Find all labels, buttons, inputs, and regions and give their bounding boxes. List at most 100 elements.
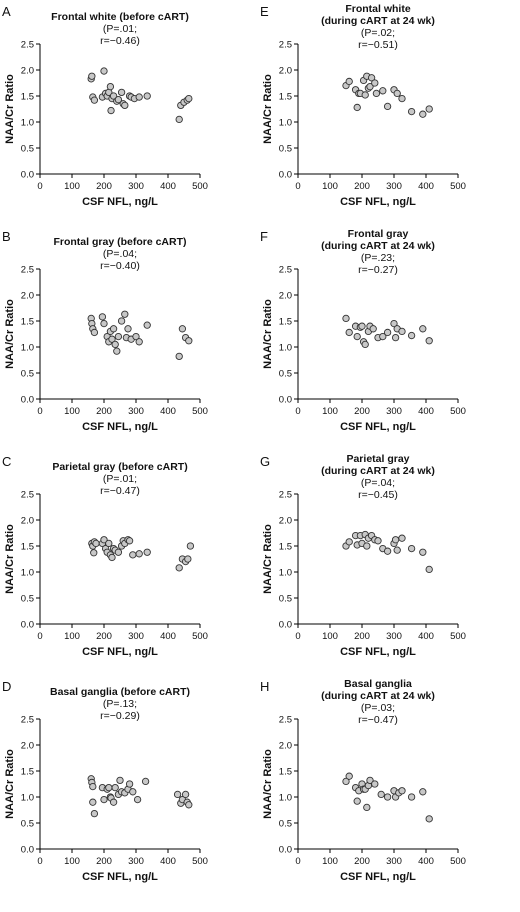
x-axis-label: CSF NFL, ng/L	[340, 196, 416, 208]
x-tick-label: 300	[128, 856, 144, 867]
y-axis-label: NAA/Cr Ratio	[4, 299, 16, 369]
x-tick-label: 500	[192, 181, 208, 192]
x-tick-label: 300	[386, 406, 402, 417]
y-tick-label: 2.0	[279, 66, 292, 77]
panel-title-line: (P=.01;	[103, 473, 137, 485]
data-point	[88, 72, 96, 80]
data-point	[129, 788, 137, 796]
data-point	[133, 795, 142, 804]
data-point	[419, 325, 427, 333]
y-tick-label: 1.0	[21, 118, 34, 129]
panel-title-line: r=−0.29)	[100, 710, 140, 722]
y-tick-label: 1.5	[21, 92, 34, 103]
data-point	[109, 92, 118, 100]
y-tick-label: 2.5	[21, 490, 34, 501]
x-tick-label: 300	[128, 631, 144, 642]
panel-letter: C	[2, 454, 11, 469]
panel-b: B Frontal gray (before cART)(P=.04;r=−0.4…	[2, 229, 208, 433]
data-point	[111, 340, 119, 349]
x-tick-label: 200	[96, 856, 112, 867]
panel-title-line: r=−0.45)	[358, 489, 398, 501]
y-tick-label: 0.0	[21, 620, 34, 631]
x-tick-label: 100	[322, 181, 338, 192]
x-tick-label: 400	[160, 631, 176, 642]
panel-f: F Frontal gray(during cART at 24 wk)(P=.2…	[260, 228, 466, 433]
y-tick-label: 2.0	[21, 66, 34, 77]
data-point	[425, 337, 433, 345]
x-tick-label: 200	[354, 181, 370, 192]
x-tick-label: 300	[386, 631, 402, 642]
panel-title-line: (P=.04;	[361, 477, 395, 489]
y-tick-label: 0.5	[279, 819, 292, 830]
data-point	[175, 564, 183, 572]
data-point	[143, 321, 151, 329]
panel-title-line: (P=.02;	[361, 27, 395, 39]
data-point	[391, 333, 400, 342]
data-point	[135, 93, 143, 101]
data-point	[391, 536, 400, 544]
x-tick-label: 200	[354, 856, 370, 867]
y-tick-label: 1.5	[279, 317, 292, 328]
y-axis-label: NAA/Cr Ratio	[4, 749, 16, 819]
panel-letter: A	[2, 4, 11, 19]
panel-title-line: (during cART at 24 wk)	[321, 240, 435, 252]
x-tick-label: 300	[128, 181, 144, 192]
y-tick-label: 2.0	[21, 516, 34, 527]
panel-title-line: r=−0.27)	[358, 264, 398, 276]
data-point	[184, 555, 192, 563]
data-point	[143, 92, 151, 100]
data-point	[372, 89, 381, 98]
panel-title-line: (P=.01;	[103, 23, 137, 35]
panel-title-line: r=−0.51)	[358, 39, 398, 51]
data-point	[175, 352, 183, 361]
panel-letter: H	[260, 679, 269, 694]
panel-h: H Basal ganglia(during cART at 24 wk)(P=.…	[260, 678, 466, 883]
x-tick-label: 400	[418, 631, 434, 642]
data-point	[105, 539, 113, 548]
data-point	[374, 537, 382, 545]
x-tick-label: 300	[128, 406, 144, 417]
y-axis-label: NAA/Cr Ratio	[262, 749, 274, 819]
x-tick-label: 200	[96, 181, 112, 192]
data-point	[377, 790, 385, 799]
data-point	[185, 94, 193, 103]
data-point	[379, 332, 387, 341]
y-tick-label: 2.0	[279, 291, 292, 302]
data-point	[419, 548, 427, 556]
data-point	[367, 74, 376, 82]
data-point	[425, 105, 433, 113]
x-tick-label: 100	[64, 631, 80, 642]
data-point	[89, 798, 97, 806]
data-point	[135, 550, 143, 558]
x-tick-label: 0	[295, 856, 300, 867]
x-tick-label: 100	[64, 181, 80, 192]
y-tick-label: 1.5	[21, 542, 34, 553]
data-point	[114, 332, 123, 341]
panel-letter: F	[260, 229, 268, 244]
x-tick-label: 200	[96, 406, 112, 417]
y-tick-label: 1.0	[279, 568, 292, 579]
data-point	[425, 815, 433, 823]
y-tick-label: 2.5	[21, 40, 34, 51]
data-point	[90, 96, 99, 104]
data-point	[90, 549, 98, 557]
panel-title-line: Parietal gray (before cART)	[52, 461, 187, 473]
data-point	[345, 328, 353, 337]
data-point	[186, 542, 195, 550]
data-point	[371, 780, 379, 788]
data-point	[383, 328, 392, 337]
data-point	[129, 551, 137, 559]
panel-title-line: r=−0.47)	[100, 485, 140, 497]
y-tick-label: 0.5	[21, 594, 34, 605]
y-tick-label: 2.5	[21, 715, 34, 726]
panel-title-line: r=−0.46)	[100, 35, 140, 47]
panel-title-line: (P=.13;	[103, 698, 137, 710]
data-point	[363, 803, 371, 812]
y-tick-label: 0.5	[21, 144, 34, 155]
y-tick-label: 1.5	[21, 317, 34, 328]
data-point	[114, 548, 123, 556]
y-tick-label: 1.5	[279, 767, 292, 778]
y-tick-label: 0.0	[279, 845, 292, 856]
y-tick-label: 0.5	[21, 369, 34, 380]
data-point	[398, 787, 406, 795]
